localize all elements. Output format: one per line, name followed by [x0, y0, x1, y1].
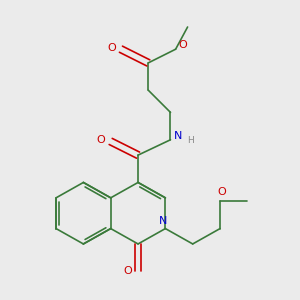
Text: O: O: [97, 135, 106, 145]
Text: N: N: [174, 131, 182, 141]
Text: O: O: [218, 187, 226, 197]
Text: H: H: [188, 136, 194, 145]
Text: O: O: [179, 40, 188, 50]
Text: O: O: [123, 266, 132, 276]
Text: O: O: [107, 43, 116, 52]
Text: N: N: [158, 216, 167, 226]
